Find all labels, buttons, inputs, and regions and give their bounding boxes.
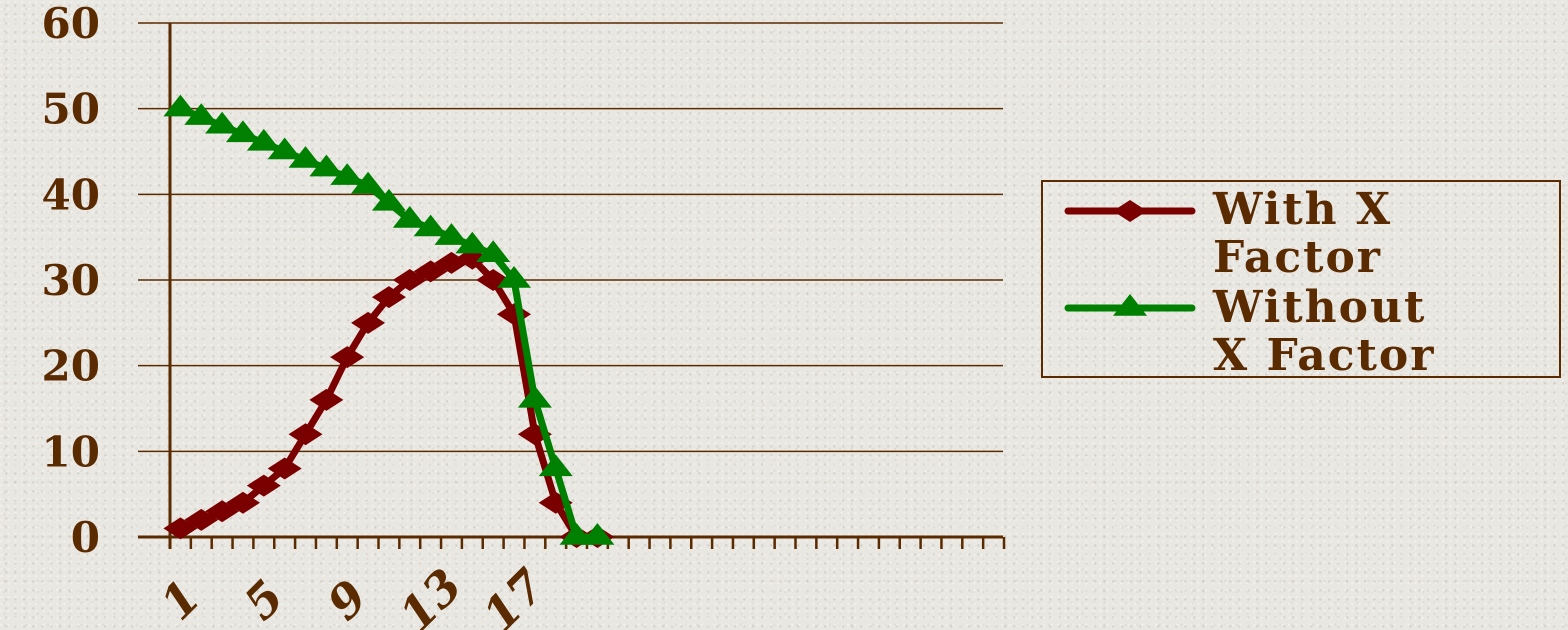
data-point [288, 423, 323, 446]
legend-label: X Factor [1213, 330, 1435, 381]
legend-label: With X [1212, 184, 1392, 235]
x-tick-label: 9 [317, 570, 378, 630]
data-point [1113, 294, 1147, 316]
data-point [288, 146, 323, 168]
data-point [330, 163, 365, 185]
legend-label: Factor [1213, 232, 1382, 283]
data-point [205, 111, 240, 134]
data-point [413, 214, 448, 237]
y-axis-tick-labels: 0 10 20 30 40 50 60 [42, 0, 100, 562]
data-point [184, 508, 219, 531]
data-point [163, 94, 198, 117]
data-point [392, 206, 427, 228]
data-point [246, 474, 281, 497]
axes [138, 23, 1006, 549]
y-tick-label: 0 [71, 513, 100, 562]
data-point [163, 517, 198, 540]
data-point [517, 385, 552, 408]
data-point [455, 247, 490, 270]
x-tick-label: 13 [389, 558, 472, 630]
x-axis-tick-labels: 1 5 9 13 17 [150, 558, 556, 630]
y-tick-label: 20 [42, 342, 100, 391]
legend-label: Without [1212, 282, 1426, 333]
data-point [225, 491, 260, 514]
data-point [371, 188, 406, 211]
data-point [309, 388, 344, 411]
data-point [184, 103, 219, 125]
series-0 [163, 247, 615, 548]
data-point [267, 457, 302, 480]
y-tick-label: 40 [42, 170, 100, 219]
data-point [1113, 200, 1147, 222]
series-line [176, 105, 601, 541]
data-point [205, 500, 240, 523]
data-point [497, 303, 532, 326]
x-tick-label: 1 [150, 570, 211, 630]
x-tick-label: 5 [233, 570, 294, 630]
data-point [434, 223, 469, 245]
data-point [371, 286, 406, 309]
data-point [455, 231, 490, 254]
x-tick-label: 17 [472, 558, 555, 630]
y-tick-label: 10 [42, 427, 100, 476]
data-point [246, 128, 281, 151]
y-tick-label: 60 [42, 0, 100, 48]
data-point [392, 269, 427, 291]
y-tick-label: 50 [42, 85, 100, 134]
y-tick-label: 30 [42, 256, 100, 305]
data-point [351, 171, 386, 194]
data-point [538, 454, 573, 477]
legend-box [1041, 180, 1561, 378]
data-point [497, 266, 532, 288]
data-point [476, 240, 511, 262]
data-point [413, 260, 448, 283]
gridlines [138, 22, 1003, 453]
data-point [225, 120, 260, 143]
data-series [163, 94, 615, 548]
data-point [351, 311, 386, 334]
series-1 [163, 94, 615, 545]
data-point [267, 137, 302, 160]
data-point [580, 523, 615, 545]
data-point [309, 154, 344, 177]
data-point [330, 346, 365, 369]
